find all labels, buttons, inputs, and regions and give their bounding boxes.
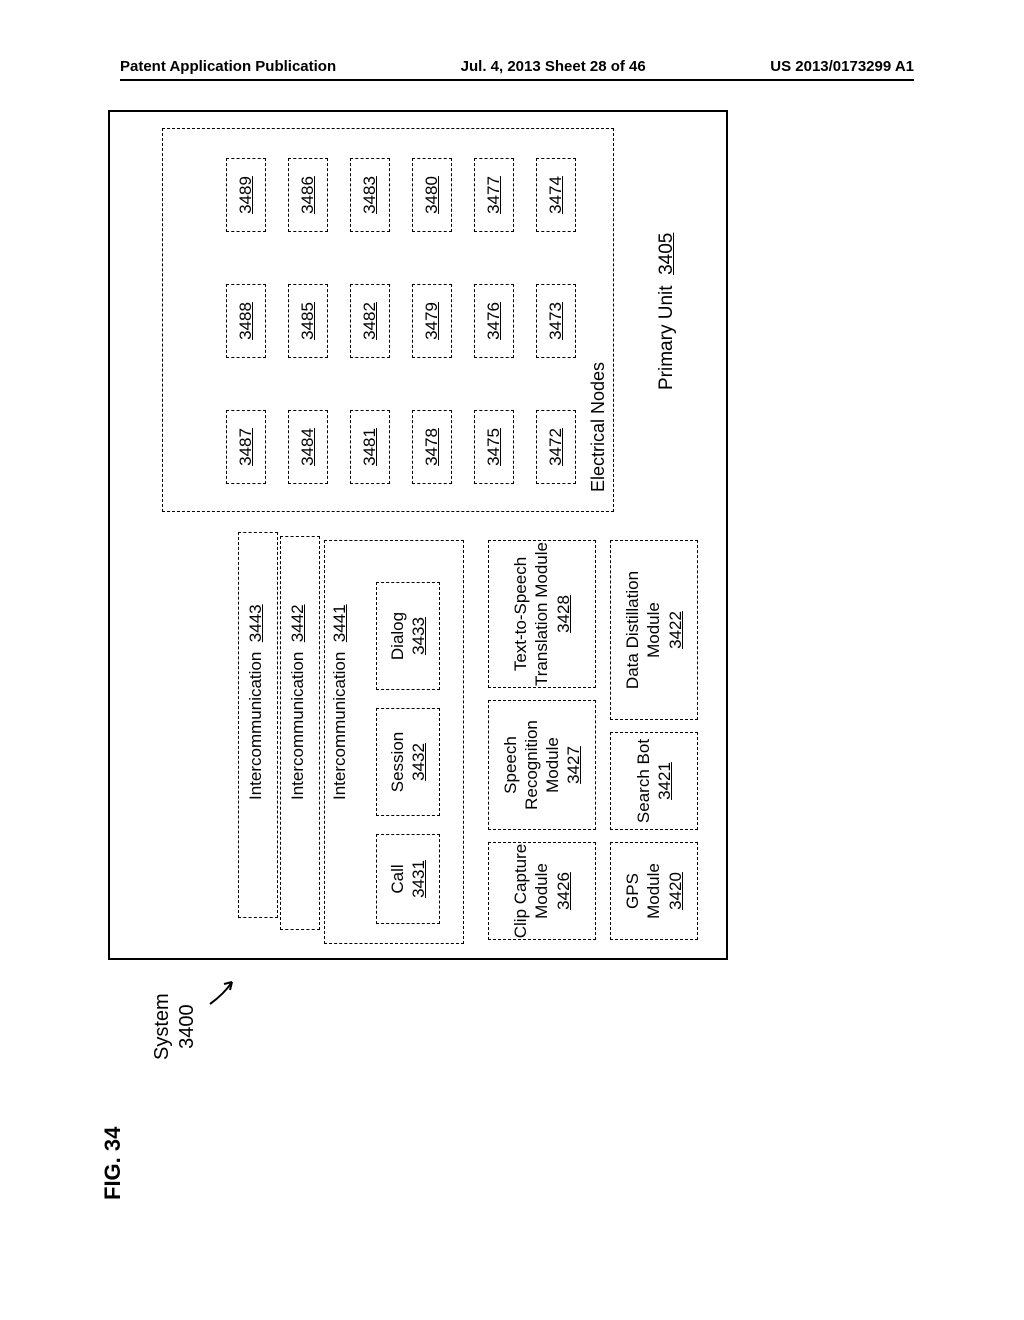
module-label: Data Distillation Module <box>622 541 665 719</box>
electrical-node-ref: 3478 <box>422 428 442 466</box>
intercomm-label: Intercommunication 3443 <box>246 604 266 800</box>
electrical-node-ref: 3487 <box>236 428 256 466</box>
electrical-node: 3479 <box>412 284 452 358</box>
electrical-node-ref: 3482 <box>360 302 380 340</box>
module-box: Clip Capture Module3426 <box>488 842 596 940</box>
electrical-node: 3478 <box>412 410 452 484</box>
module-label: GPS Module <box>622 843 665 939</box>
electrical-node-ref: 3477 <box>484 176 504 214</box>
electrical-node-ref: 3484 <box>298 428 318 466</box>
system-label-text: System <box>151 993 173 1060</box>
electrical-node-ref: 3483 <box>360 176 380 214</box>
primary-unit-label: Primary Unit <box>656 285 677 390</box>
module-ref: 3421 <box>654 762 675 800</box>
electrical-nodes-title: Electrical Nodes <box>588 362 609 492</box>
module-ref: 3428 <box>553 595 574 633</box>
header-center: Jul. 4, 2013 Sheet 28 of 46 <box>461 58 646 75</box>
intercomm-label: Intercommunication 3442 <box>288 604 308 800</box>
electrical-node-ref: 3486 <box>298 176 318 214</box>
figure-stage: FIG. 34 System 3400 Primary Unit 3405 El… <box>100 90 900 1240</box>
module-box: Text-to-Speech Translation Module3428 <box>488 540 596 688</box>
electrical-node: 3476 <box>474 284 514 358</box>
module-box: Search Bot3421 <box>610 732 698 830</box>
electrical-node: 3475 <box>474 410 514 484</box>
electrical-node-ref: 3476 <box>484 302 504 340</box>
module-ref: 3427 <box>563 746 584 784</box>
electrical-node: 3484 <box>288 410 328 484</box>
electrical-node: 3487 <box>226 410 266 484</box>
electrical-node: 3483 <box>350 158 390 232</box>
system-ref: 3400 <box>176 1004 198 1049</box>
electrical-node-ref: 3479 <box>422 302 442 340</box>
module-label: Clip Capture Module <box>510 843 553 939</box>
electrical-node: 3480 <box>412 158 452 232</box>
electrical-node-ref: 3485 <box>298 302 318 340</box>
module-label: Search Bot <box>633 739 654 823</box>
electrical-node: 3485 <box>288 284 328 358</box>
electrical-node-ref: 3474 <box>546 176 566 214</box>
header-right: US 2013/0173299 A1 <box>770 58 914 75</box>
electrical-node-ref: 3488 <box>236 302 256 340</box>
figure-title: FIG. 34 <box>100 1127 126 1200</box>
module-label: Speech Recognition Module <box>500 701 564 829</box>
header-left: Patent Application Publication <box>120 58 336 75</box>
intercomm-label: Intercommunication 3441 <box>330 604 350 800</box>
module-ref: 3422 <box>665 611 686 649</box>
electrical-node-ref: 3472 <box>546 428 566 466</box>
page: Patent Application Publication Jul. 4, 2… <box>0 0 1024 1320</box>
system-label: System 3400 <box>150 993 200 1060</box>
electrical-node-ref: 3473 <box>546 302 566 340</box>
electrical-node: 3486 <box>288 158 328 232</box>
module-ref: 3420 <box>665 872 686 910</box>
module-ref: 3426 <box>553 872 574 910</box>
primary-unit-title: Primary Unit 3405 <box>656 233 678 390</box>
electrical-node: 3482 <box>350 284 390 358</box>
electrical-node: 3488 <box>226 284 266 358</box>
system-arrow-icon <box>204 970 244 1010</box>
electrical-node-ref: 3489 <box>236 176 256 214</box>
electrical-node-ref: 3481 <box>360 428 380 466</box>
electrical-node: 3474 <box>536 158 576 232</box>
page-header: Patent Application Publication Jul. 4, 2… <box>120 58 914 81</box>
electrical-node: 3481 <box>350 410 390 484</box>
module-label: Text-to-Speech Translation Module <box>510 541 553 687</box>
electrical-node-ref: 3480 <box>422 176 442 214</box>
electrical-node: 3477 <box>474 158 514 232</box>
module-box: GPS Module3420 <box>610 842 698 940</box>
module-box: Data Distillation Module3422 <box>610 540 698 720</box>
electrical-node: 3473 <box>536 284 576 358</box>
primary-unit-ref: 3405 <box>656 233 677 275</box>
electrical-node-ref: 3475 <box>484 428 504 466</box>
module-box: Speech Recognition Module3427 <box>488 700 596 830</box>
electrical-node: 3472 <box>536 410 576 484</box>
electrical-node: 3489 <box>226 158 266 232</box>
